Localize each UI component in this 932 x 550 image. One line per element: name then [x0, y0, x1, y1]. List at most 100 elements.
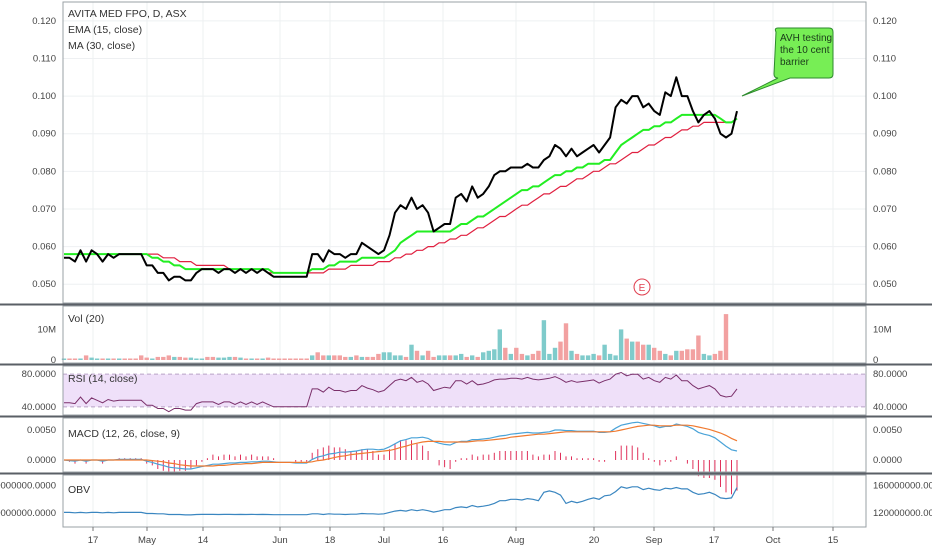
volume-bar[interactable]	[232, 356, 238, 360]
macd-line[interactable]	[63, 421, 738, 470]
volume-bar[interactable]	[514, 347, 519, 361]
volume-bar[interactable]	[492, 349, 497, 360]
volume-bar[interactable]	[707, 355, 712, 360]
volume-bar[interactable]	[696, 335, 701, 361]
volume-bar[interactable]	[470, 355, 475, 360]
volume-bar[interactable]	[321, 355, 326, 360]
volume-bar[interactable]	[343, 356, 348, 360]
macd-signal-line[interactable]	[64, 424, 738, 467]
volume-bar[interactable]	[337, 355, 342, 360]
volume-bar[interactable]	[89, 357, 94, 360]
volume-bar[interactable]	[508, 353, 513, 360]
volume-bar[interactable]	[144, 357, 149, 360]
volume-bar[interactable]	[216, 357, 221, 360]
volume-bar[interactable]	[210, 356, 216, 360]
volume-bar[interactable]	[425, 350, 431, 360]
volume-bar[interactable]	[558, 341, 563, 360]
volume-bar[interactable]	[166, 355, 171, 360]
volume-bar[interactable]	[563, 323, 569, 361]
volume-bar[interactable]	[260, 358, 265, 361]
volume-bar[interactable]	[348, 356, 353, 360]
volume-bar[interactable]	[61, 358, 67, 361]
volume-bar[interactable]	[420, 355, 425, 360]
volume-bar[interactable]	[569, 350, 574, 360]
volume-bar[interactable]	[128, 358, 133, 361]
volume-bar[interactable]	[172, 356, 177, 360]
volume-bar[interactable]	[596, 355, 602, 360]
volume-bar[interactable]	[67, 358, 72, 361]
volume-bar[interactable]	[310, 355, 315, 360]
volume-bar[interactable]	[227, 356, 232, 360]
volume-bar[interactable]	[536, 350, 541, 360]
volume-bar[interactable]	[674, 350, 679, 360]
volume-bar[interactable]	[221, 357, 227, 360]
volume-bar[interactable]	[481, 352, 486, 360]
volume-bar[interactable]	[100, 358, 105, 361]
volume-bar[interactable]	[574, 353, 580, 360]
volume-bar[interactable]	[111, 358, 116, 361]
earnings-event-marker[interactable]	[633, 278, 651, 296]
volume-bar[interactable]	[525, 355, 530, 360]
volume-bar[interactable]	[663, 353, 668, 360]
volume-bar[interactable]	[624, 338, 629, 360]
volume-bar[interactable]	[657, 350, 662, 360]
volume-bar[interactable]	[304, 358, 309, 361]
volume-bar[interactable]	[690, 349, 696, 360]
volume-bar[interactable]	[365, 356, 370, 360]
volume-bar[interactable]	[354, 355, 359, 360]
volume-bar[interactable]	[475, 356, 480, 360]
volume-bar[interactable]	[530, 353, 536, 360]
volume-bar[interactable]	[194, 358, 199, 361]
volume-bar[interactable]	[359, 356, 365, 360]
volume-bar[interactable]	[243, 358, 249, 361]
volume-bar[interactable]	[718, 350, 723, 360]
volume-bar[interactable]	[635, 341, 640, 360]
volume-bar[interactable]	[78, 358, 83, 361]
volume-bar[interactable]	[376, 353, 381, 360]
volume-bar[interactable]	[105, 358, 111, 361]
volume-bar[interactable]	[630, 341, 635, 360]
volume-bar[interactable]	[249, 358, 254, 361]
volume-bar[interactable]	[315, 352, 320, 360]
ma-line[interactable]	[64, 118, 738, 274]
volume-bar[interactable]	[117, 358, 122, 361]
volume-bar[interactable]	[497, 329, 502, 360]
volume-bar[interactable]	[519, 353, 525, 360]
volume-bar[interactable]	[459, 353, 464, 360]
volume-bar[interactable]	[133, 358, 138, 361]
volume-bar[interactable]	[299, 358, 304, 361]
volume-bar[interactable]	[685, 349, 690, 360]
volume-bar[interactable]	[723, 314, 729, 360]
volume-bar[interactable]	[679, 350, 684, 360]
ema-line[interactable]	[64, 113, 738, 274]
obv-line[interactable]	[64, 486, 738, 516]
volume-bar[interactable]	[503, 347, 508, 361]
volume-bar[interactable]	[541, 320, 547, 360]
volume-bar[interactable]	[403, 356, 409, 360]
volume-bar[interactable]	[155, 356, 160, 360]
volume-bar[interactable]	[618, 329, 624, 360]
volume-bar[interactable]	[188, 357, 194, 360]
volume-bar[interactable]	[238, 357, 243, 360]
volume-bar[interactable]	[265, 357, 271, 360]
volume-bar[interactable]	[580, 355, 585, 360]
volume-bar[interactable]	[271, 358, 276, 361]
volume-bar[interactable]	[254, 358, 260, 361]
volume-bar[interactable]	[486, 350, 491, 360]
volume-bar[interactable]	[122, 358, 127, 361]
volume-bar[interactable]	[442, 355, 447, 360]
volume-bar[interactable]	[282, 358, 287, 361]
annotation-callout[interactable]	[741, 27, 834, 97]
volume-bar[interactable]	[205, 356, 210, 360]
volume-bar[interactable]	[177, 356, 182, 360]
volume-bar[interactable]	[139, 355, 144, 360]
volume-bar[interactable]	[398, 355, 403, 360]
volume-bar[interactable]	[381, 352, 387, 360]
volume-bar[interactable]	[387, 352, 392, 360]
volume-bar[interactable]	[83, 355, 89, 360]
volume-bar[interactable]	[392, 355, 398, 360]
volume-bar[interactable]	[585, 355, 591, 360]
volume-bar[interactable]	[370, 356, 376, 360]
volume-bar[interactable]	[409, 344, 414, 360]
volume-bar[interactable]	[701, 353, 707, 360]
